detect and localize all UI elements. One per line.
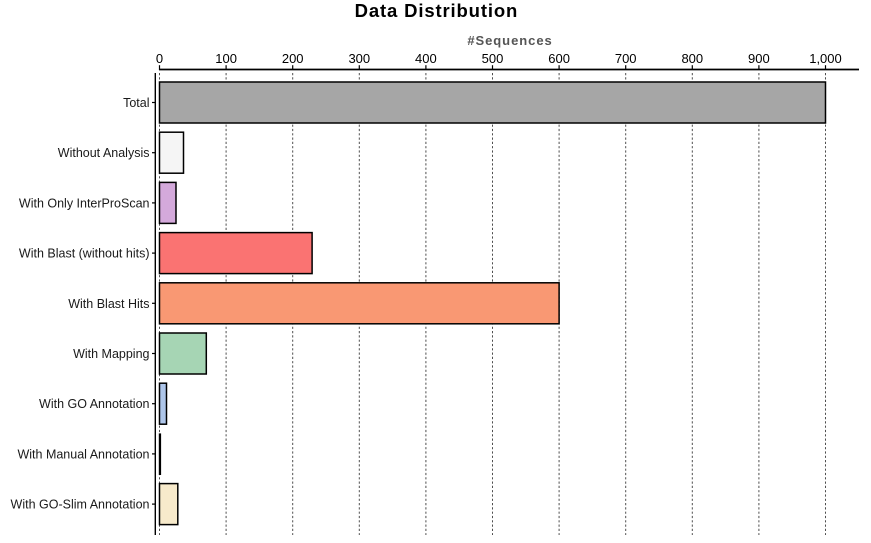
svg-text:With Manual Annotation: With Manual Annotation (17, 447, 149, 461)
svg-text:1,000: 1,000 (809, 51, 842, 66)
svg-text:500: 500 (482, 51, 504, 66)
svg-text:Without Analysis: Without Analysis (58, 146, 150, 160)
svg-text:With GO Annotation: With GO Annotation (39, 397, 150, 411)
svg-text:Total: Total (123, 96, 149, 110)
svg-text:200: 200 (282, 51, 304, 66)
svg-text:With Blast (without hits): With Blast (without hits) (19, 247, 150, 261)
svg-text:900: 900 (748, 51, 770, 66)
svg-text:With Only InterProScan: With Only InterProScan (19, 196, 150, 210)
svg-text:0: 0 (156, 51, 163, 66)
svg-text:#Sequences: #Sequences (467, 33, 552, 48)
svg-text:Data Distribution: Data Distribution (355, 0, 518, 21)
svg-text:With Blast Hits: With Blast Hits (68, 297, 149, 311)
svg-text:100: 100 (215, 51, 237, 66)
svg-text:300: 300 (348, 51, 370, 66)
svg-text:600: 600 (548, 51, 570, 66)
svg-text:With Mapping: With Mapping (73, 347, 149, 361)
svg-text:With GO-Slim Annotation: With GO-Slim Annotation (11, 498, 150, 512)
svg-text:400: 400 (415, 51, 437, 66)
svg-text:700: 700 (615, 51, 637, 66)
svg-text:800: 800 (681, 51, 703, 66)
